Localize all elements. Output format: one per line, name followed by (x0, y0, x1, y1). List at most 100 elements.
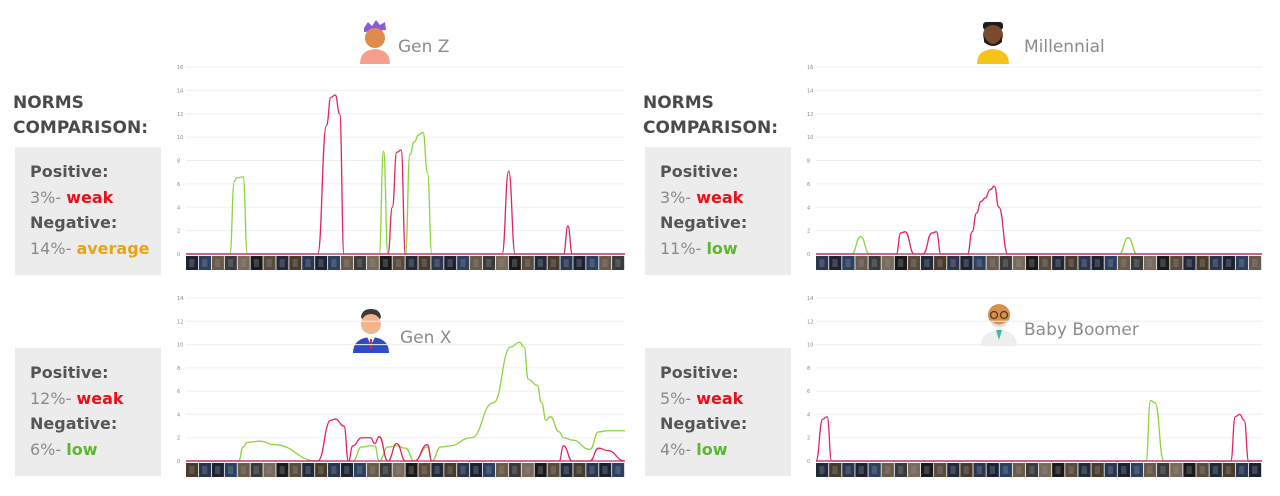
frame-thumbnail (237, 256, 250, 270)
frame-thumbnail-detail (989, 466, 996, 474)
frame-thumbnail-detail (215, 466, 221, 474)
frame-thumbnail (392, 256, 405, 270)
frame-thumbnail (612, 256, 625, 270)
positive-rating: weak (66, 187, 114, 207)
frame-thumbnail-detail (344, 259, 350, 267)
frame-thumbnail (999, 463, 1012, 477)
frame-thumbnail (1130, 256, 1144, 270)
frame-thumbnail (1248, 463, 1262, 477)
frame-thumbnail-detail (499, 466, 505, 474)
frame-thumbnail-detail (1002, 259, 1009, 267)
frame-thumbnail-detail (279, 466, 285, 474)
frame-thumbnail-detail (871, 466, 877, 474)
frame-thumbnail (547, 463, 560, 477)
frame-thumbnail-detail (1147, 259, 1153, 267)
frame-thumbnail-detail (897, 259, 904, 267)
frame-thumbnail (521, 463, 534, 477)
frame-thumbnail-detail (421, 466, 427, 474)
y-tick-label: 6 (177, 182, 180, 188)
frame-thumbnail (1157, 463, 1170, 477)
frame-thumbnail (508, 463, 521, 477)
frame-thumbnail (405, 256, 418, 270)
frame-thumbnail-detail (1042, 259, 1048, 267)
frame-thumbnail (1170, 463, 1183, 477)
frame-thumbnail (353, 256, 366, 270)
frame-thumbnail (495, 256, 508, 270)
frame-thumbnail-detail (1160, 466, 1166, 474)
frame-thumbnail (1248, 256, 1262, 270)
frame-thumbnail-detail (318, 466, 324, 474)
negative-label: Negative: (660, 414, 748, 433)
frame-thumbnail (547, 256, 560, 270)
frame-thumbnail-detail (1068, 259, 1074, 267)
frame-thumbnail (894, 463, 908, 477)
y-tick-label: 0 (177, 252, 180, 258)
frame-thumbnail-detail (1002, 466, 1009, 474)
y-tick-label: 0 (177, 459, 180, 465)
frame-thumbnail (1052, 256, 1065, 270)
frame-thumbnail-detail (215, 259, 221, 267)
negative-rating: low (696, 439, 728, 459)
positive-value: 3%- weak (30, 187, 114, 207)
negative-label: Negative: (30, 414, 118, 433)
frame-thumbnail (1183, 256, 1196, 270)
frame-thumbnail (855, 256, 868, 270)
frame-thumbnail (1117, 463, 1131, 477)
frame-thumbnail-detail (331, 259, 337, 267)
frame-thumbnail (829, 256, 842, 270)
frame-thumbnail-detail (1160, 259, 1166, 267)
frame-thumbnail-detail (1134, 466, 1140, 474)
frame-thumbnail-detail (819, 259, 825, 267)
frame-thumbnail-detail (1081, 466, 1087, 474)
frame-thumbnail-detail (1186, 259, 1192, 267)
frame-thumbnail (392, 463, 405, 477)
frame-thumbnail (1039, 463, 1052, 477)
frame-thumbnail-detail (447, 259, 453, 267)
frame-thumbnail-detail (615, 466, 621, 474)
frame-thumbnail-detail (499, 259, 505, 267)
frame-thumbnail (263, 256, 276, 270)
frame-thumbnail-detail (1107, 466, 1114, 474)
y-tick-label: 12 (807, 319, 813, 325)
frame-thumbnail-detail (1068, 466, 1074, 474)
frame-thumbnail (198, 256, 212, 270)
frame-thumbnail (1065, 463, 1078, 477)
frame-thumbnail (1025, 256, 1039, 270)
frame-thumbnail-detail (884, 466, 891, 474)
frame-thumbnail (211, 463, 224, 477)
frame-thumbnail (586, 256, 599, 270)
negative-label: Negative: (660, 213, 748, 232)
frame-thumbnail-detail (382, 466, 389, 474)
frame-thumbnail (599, 256, 612, 270)
frame-thumbnail-detail (434, 466, 440, 474)
frame-thumbnail-detail (189, 466, 195, 474)
frame-thumbnail-detail (1173, 259, 1179, 267)
frame-thumbnail (444, 256, 457, 270)
frame-thumbnail (379, 256, 392, 270)
frame-thumbnail-detail (1239, 259, 1245, 267)
frame-thumbnail (211, 256, 224, 270)
frame-thumbnail (1196, 256, 1209, 270)
frame-thumbnail-detail (395, 259, 401, 267)
frame-thumbnail-detail (563, 466, 569, 474)
frame-thumbnail (470, 256, 483, 270)
negative-series-line (816, 185, 1262, 255)
frame-thumbnail-detail (924, 466, 930, 474)
positive-label: Positive: (660, 162, 739, 181)
frame-thumbnail-detail (1042, 466, 1048, 474)
frame-thumbnail (868, 256, 881, 270)
frame-thumbnail-detail (1134, 259, 1140, 267)
y-tick-label: 2 (807, 229, 810, 235)
frame-thumbnail (1222, 256, 1235, 270)
frame-thumbnail-detail (950, 466, 956, 474)
frame-thumbnail (1235, 463, 1249, 477)
frame-thumbnail (1183, 463, 1196, 477)
positive-series-line (816, 235, 1262, 255)
frame-thumbnail-detail (1252, 259, 1258, 267)
frame-thumbnail (947, 256, 960, 270)
y-tick-label: 14 (177, 296, 183, 302)
frame-thumbnail-detail (1173, 466, 1179, 474)
frame-thumbnail (1065, 256, 1078, 270)
frame-thumbnail-detail (602, 259, 608, 267)
frame-thumbnail-detail (563, 259, 569, 267)
